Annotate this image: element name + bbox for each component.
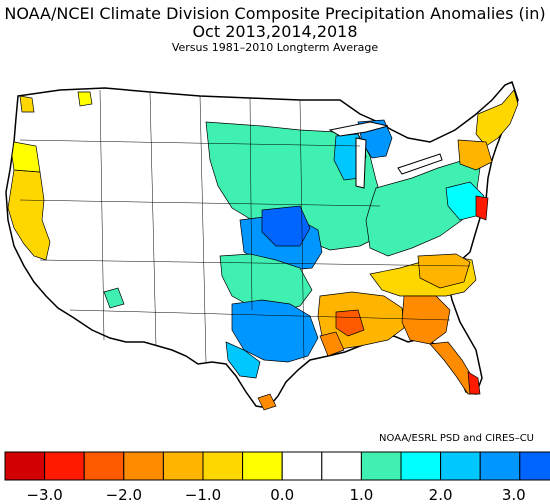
legend-swatch [400,451,442,481]
region-texas-coast-orange [257,393,277,411]
region-central-blue [261,205,311,247]
legend-label: 1.0 [349,486,373,504]
legend-swatch [123,451,164,481]
legend-label: 0.0 [270,486,294,504]
map-period: Oct 2013,2014,2018 [192,22,358,41]
division-lines [19,89,471,363]
color-legend: −3.0 −2.0 −1.0 0.0 1.0 2.0 3.0 [4,451,550,504]
region-florida-south [467,371,481,395]
legend-swatch [479,451,521,481]
region-new-england [475,89,519,147]
legend-swatch [44,451,85,481]
region-texas-south [225,341,261,379]
legend-label: −1.0 [185,486,221,504]
region-georgia [401,295,451,345]
legend-swatch [281,451,323,481]
legend-swatch [83,451,125,481]
legend-swatch [162,451,204,481]
region-texas [231,299,319,363]
legend-swatch [440,451,481,481]
region-oregon-coast [11,141,41,173]
legend-swatch [360,451,402,481]
legend-swatch [202,451,244,481]
region-louisiana-coast [319,331,345,357]
region-carolinas [417,253,471,289]
map-title: NOAA/NCEI Climate Division Composite Pre… [4,4,546,23]
region-washington-patch-2 [77,91,93,107]
legend-label: −2.0 [106,486,142,504]
legend-swatch [242,451,283,481]
region-new-york [457,139,493,171]
region-oklahoma [219,253,313,313]
credit-text: NOAA/ESRL PSD and CIRES–CU [379,433,534,444]
region-mississippi [335,309,365,337]
legend-swatch [4,451,46,481]
legend-swatch [519,451,550,481]
region-washington-patch [19,95,35,113]
legend-label: 2.0 [429,486,453,504]
legend-label: 3.0 [502,486,526,504]
lake-superior [328,121,389,137]
lake-erie [397,153,443,175]
legend-swatch [321,451,362,481]
lake-michigan [355,137,367,189]
region-ohio-valley [365,159,481,257]
map-baseline: Versus 1981–2010 Longterm Average [171,41,379,54]
us-climate-division-map [5,80,519,411]
legend-label: −3.0 [26,486,62,504]
region-delmarva [475,195,489,221]
region-arizona-patch [103,287,125,309]
